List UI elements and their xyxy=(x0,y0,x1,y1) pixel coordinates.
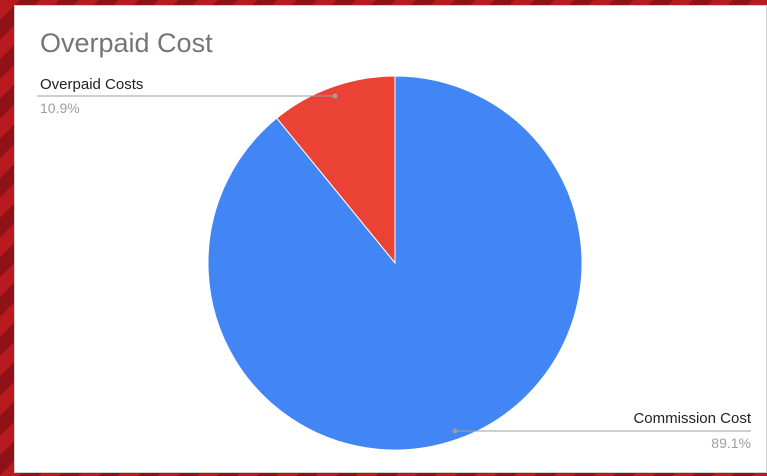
slice-label-commission-cost: Commission Cost xyxy=(633,410,751,427)
pie-chart: Overpaid Costs 10.9% Commission Cost 89.… xyxy=(37,75,752,451)
pie-slice-overpaid-costs xyxy=(276,75,396,265)
pie-slice-commission-cost xyxy=(207,75,583,451)
leader-dot-commission-cost xyxy=(452,428,458,434)
pie-slices xyxy=(207,75,583,451)
chart-card: Overpaid Cost Overpaid Costs 10.9% Commi… xyxy=(14,5,767,473)
slice-label-overpaid-costs: Overpaid Costs xyxy=(40,76,143,93)
slice-percent-overpaid-costs: 10.9% xyxy=(40,100,80,116)
chart-title: Overpaid Cost xyxy=(40,28,213,58)
pie-labels: Overpaid Costs 10.9% Commission Cost 89.… xyxy=(37,76,752,451)
slice-percent-commission-cost: 89.1% xyxy=(711,435,751,451)
leader-dot-overpaid-costs xyxy=(332,93,338,99)
